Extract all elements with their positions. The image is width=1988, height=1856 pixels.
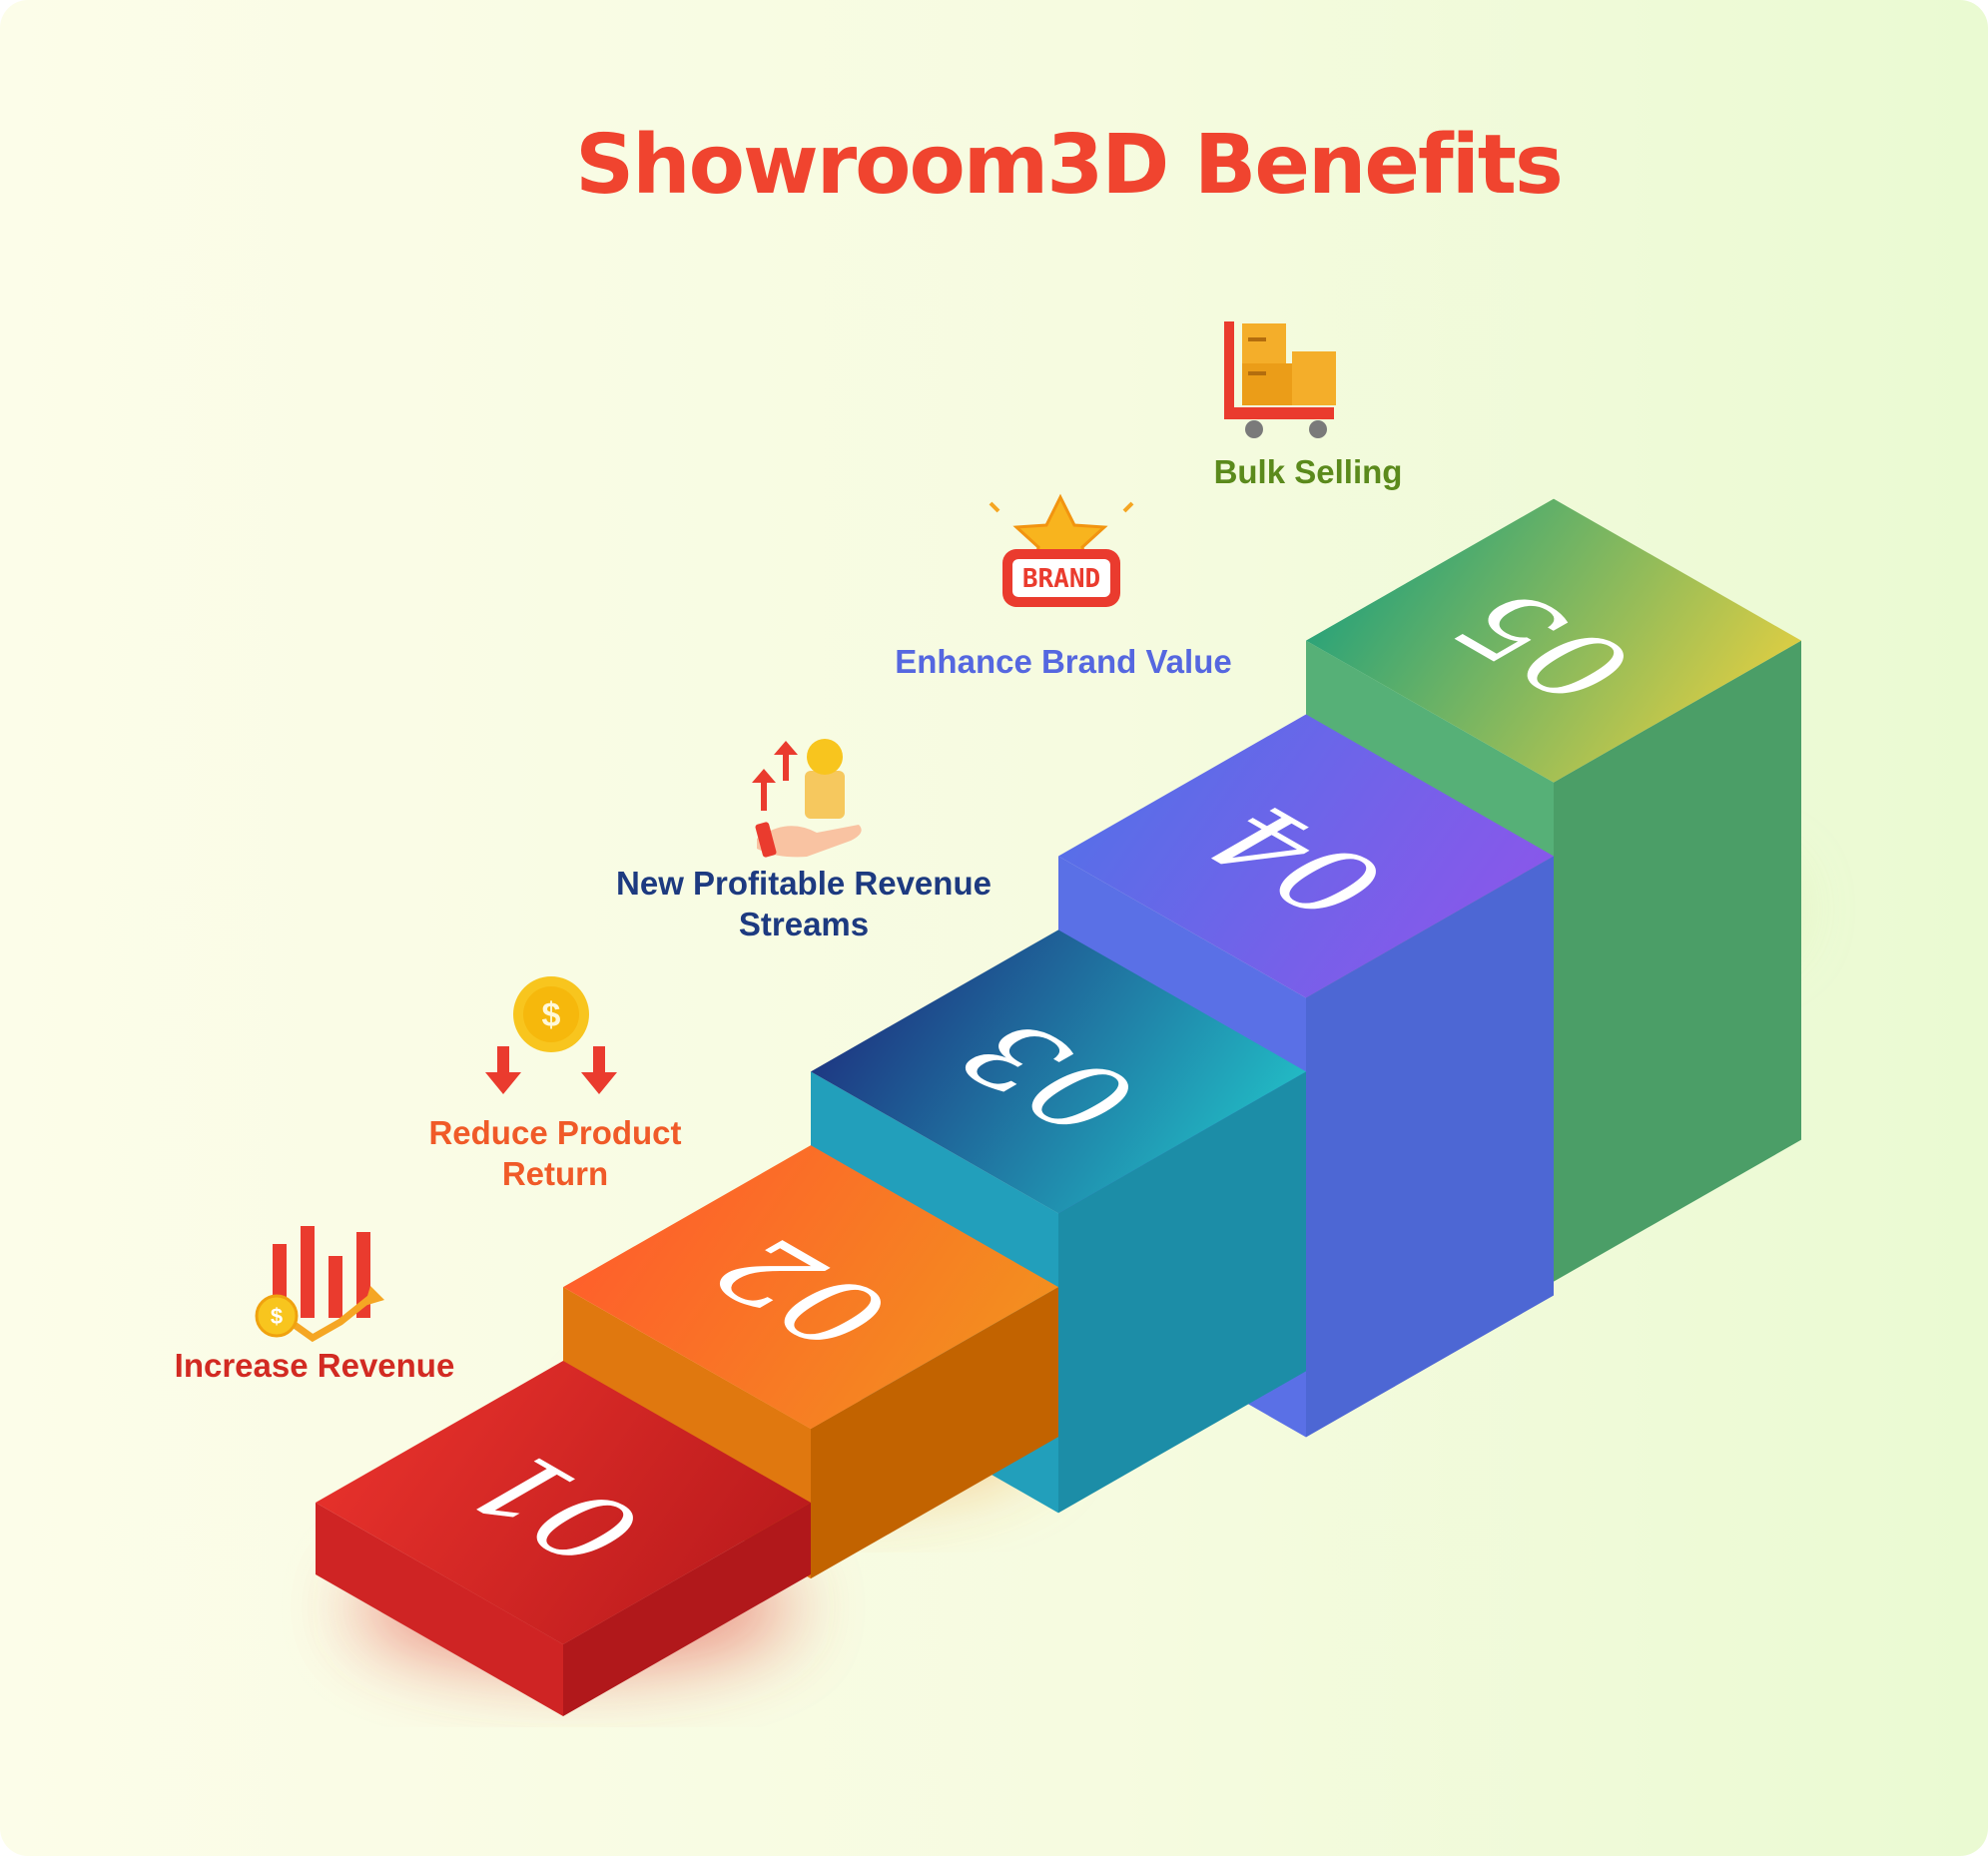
svg-text:$: $	[542, 996, 561, 1034]
step-02-top-face	[563, 1145, 1058, 1430]
step-05-top-face	[1306, 498, 1801, 783]
step-04-right-shade	[1306, 856, 1554, 1438]
step-02-label: Reduce Product Return	[428, 1114, 682, 1193]
step-04-top-face	[1058, 714, 1554, 998]
step-01-right-shade	[563, 1503, 811, 1716]
step-01-left-face	[316, 1503, 563, 1716]
step-01-label: Increase Revenue	[174, 1347, 455, 1384]
step-02-right-face	[811, 1287, 1058, 1579]
step-05-label: Bulk Selling	[1213, 453, 1403, 490]
step-04-label: Enhance Brand Value	[895, 643, 1232, 680]
step-05-right-shade	[1554, 640, 1801, 1282]
cart-boxes-icon	[1224, 321, 1336, 438]
page-title: Showroom3D Benefits	[575, 118, 1564, 213]
brand-star-icon: BRAND	[989, 493, 1134, 607]
step-03-right-face	[1058, 1071, 1306, 1514]
hand-coins-icon	[752, 739, 862, 858]
svg-text:BRAND: BRAND	[1022, 564, 1100, 594]
step-03-label: New Profitable Revenue Streams	[616, 865, 992, 943]
step-03-top-face	[811, 929, 1306, 1214]
step-01-top-face	[316, 1361, 811, 1644]
svg-text:$: $	[271, 1304, 283, 1329]
step-02-right-shade	[811, 1287, 1058, 1579]
step-01-right-face	[563, 1503, 811, 1716]
revenue-chart-icon: $	[255, 1226, 384, 1343]
step-05-right-face	[1554, 640, 1801, 1282]
step-01: 01	[316, 1361, 811, 1716]
step-04-right-face	[1306, 856, 1554, 1438]
coin-down-arrows-icon: $	[485, 976, 617, 1094]
step-03-right-shade	[1058, 1071, 1306, 1514]
